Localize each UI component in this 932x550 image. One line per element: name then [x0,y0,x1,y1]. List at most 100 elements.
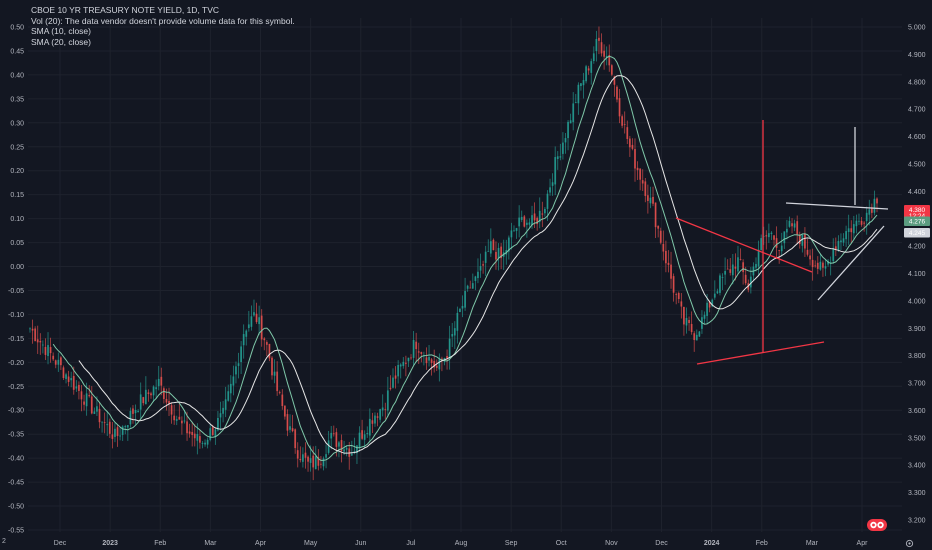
candle-body [685,318,688,326]
price-tag-value: 4.245 [909,230,926,237]
candle-body [309,458,312,463]
candle-body [654,202,657,228]
candle-body [804,234,806,249]
candle-body [165,398,168,403]
candle-body [690,323,693,333]
candle-body [41,344,44,346]
candle-body [114,428,116,437]
right-tick-label: 4.600 [908,134,926,141]
candle-body [695,334,698,341]
candle-body [551,182,554,186]
left-tick-label: -0.55 [8,528,24,535]
candle-body [47,345,49,357]
candle-body [471,283,474,289]
candle-body [876,198,878,204]
candle-body [659,230,662,243]
settings-icon[interactable] [905,539,914,548]
candle-body [196,433,199,441]
candle-body [286,414,289,431]
candle-body [178,416,181,420]
candle-body [191,431,194,436]
left-tick-label: -0.05 [8,288,24,295]
candle-body [425,357,428,364]
candle-body [168,401,170,404]
price-tag-value: 4.380 [909,207,926,214]
candle-body [386,390,389,411]
white-resistance-line [785,202,889,210]
left-tick-label: 0.40 [10,72,24,79]
candle-body [477,271,479,279]
candle-body [376,416,379,418]
candle-body [461,305,464,309]
candle-body [706,302,708,316]
candle-body [36,339,39,343]
trend-drawings[interactable] [675,120,889,365]
candle-body [670,264,672,279]
candle-body [222,407,224,414]
candle-body [492,239,495,251]
tradingview-logo-icon [867,519,887,531]
candle-body [301,454,304,462]
candle-body [296,450,299,459]
candle-body [518,217,521,227]
candle-body [29,328,31,330]
legend-volume[interactable]: Vol (20): The data vendor doesn't provid… [31,15,295,26]
candle-body [556,156,559,160]
time-label: Feb [154,540,166,547]
candle-body [770,232,773,234]
left-tick-label: -0.45 [8,480,24,487]
candle-body [667,262,670,265]
candle-body [716,291,719,294]
candle-body [513,230,515,232]
candle-body [863,222,866,224]
candle-body [644,181,647,196]
candle-body [247,324,250,329]
candle-body [459,308,461,313]
candle-body [271,357,273,376]
candle-body [677,292,680,300]
left-tick-label: 0.05 [10,240,24,247]
candle-body [428,357,430,361]
left-tick-label: 0.50 [10,25,24,32]
legend-title[interactable]: CBOE 10 YR TREASURY NOTE YIELD, 1D, TVC [31,5,220,15]
candle-body [824,266,827,269]
candle-body [237,363,240,366]
candle-body [188,431,191,434]
candle-body [708,301,711,308]
candle-body [520,216,523,220]
candle-body [211,427,214,436]
candle-body [788,220,791,227]
candle-body [536,217,539,225]
right-price-axis[interactable]: 5.0004.9004.8004.7004.6004.5004.4004.300… [908,25,926,525]
right-tick-label: 3.400 [908,463,926,470]
time-axis[interactable]: Dec 2023 Feb Mar Apr May Jun Jul Aug Sep Oct Nov Dec… [54,540,868,547]
candle-body [126,425,129,428]
candle-body [98,408,101,423]
candle-body [780,245,783,252]
legend-sma20[interactable]: SMA (20, close) [31,36,91,47]
candle-body [268,343,271,359]
candle-body [847,228,850,233]
candle-body [317,457,320,466]
candle-body [703,314,706,319]
legend-sma10[interactable]: SMA (10, close) [31,26,91,36]
time-label: Mar [204,540,217,547]
candle-body [868,209,871,215]
candle-body [683,306,685,325]
grid [28,18,902,532]
candle-body [402,361,405,367]
right-tick-label: 3.600 [908,408,926,415]
candle-body [392,377,394,388]
candle-body [603,50,606,57]
candle-body [144,389,147,405]
candle-body [639,168,642,180]
candle-body [464,291,466,308]
candle-body [572,103,575,123]
candle-body [744,274,747,284]
candle-body [662,244,665,252]
candle-body [366,433,369,435]
candle-body [420,352,423,354]
candle-body [855,220,858,227]
right-tick-label: 3.900 [908,326,926,333]
